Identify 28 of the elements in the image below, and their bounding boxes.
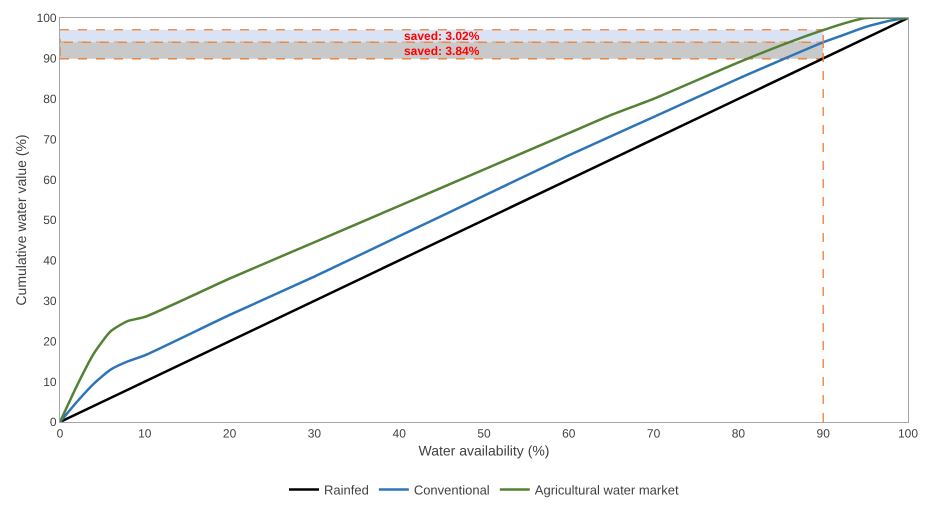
- y-tick-label: 60: [43, 172, 57, 187]
- legend-label: Conventional: [414, 482, 490, 498]
- y-tick-label: 100: [36, 11, 57, 26]
- x-tick-label: 50: [477, 426, 491, 440]
- y-tick-label: 10: [43, 374, 57, 389]
- y-tick-label: 50: [43, 213, 57, 228]
- x-tick-label: 90: [816, 426, 830, 440]
- x-tick-label: 100: [898, 426, 918, 440]
- x-tick-label: 10: [138, 426, 152, 440]
- y-tick-label: 30: [43, 294, 57, 308]
- x-tick-label: 40: [392, 426, 406, 440]
- x-axis-title: Water availability (%): [418, 442, 550, 459]
- x-tick-label: 60: [562, 426, 576, 440]
- x-tick-label: 20: [222, 426, 237, 440]
- y-axis-title: Cumulative water value (%): [13, 134, 30, 306]
- band-label: saved: 3.84%: [404, 44, 480, 58]
- legend-label: Rainfed: [324, 482, 369, 498]
- y-tick-label: 80: [43, 92, 57, 106]
- y-tick-label: 70: [43, 132, 57, 146]
- band-label: saved: 3.02%: [404, 29, 480, 43]
- y-tick-label: 90: [43, 52, 57, 66]
- legend-label: Agricultural water market: [534, 482, 679, 498]
- y-tick-label: 40: [43, 254, 57, 268]
- x-tick-label: 70: [646, 426, 661, 440]
- x-tick-label: 80: [732, 426, 746, 440]
- y-tick-label: 0: [50, 415, 57, 430]
- x-tick-label: 30: [308, 426, 322, 440]
- y-tick-label: 20: [43, 334, 57, 348]
